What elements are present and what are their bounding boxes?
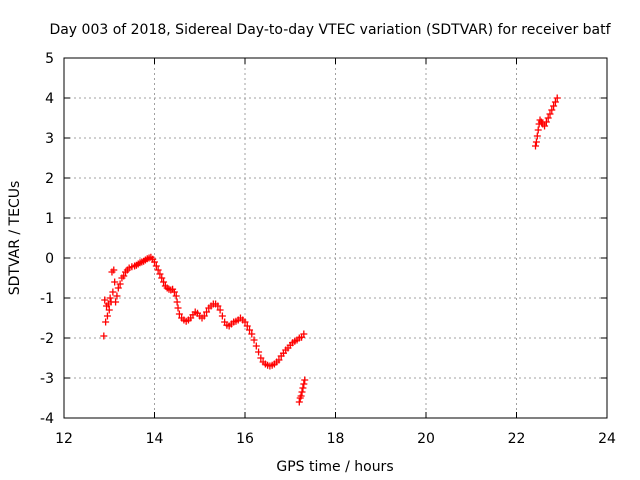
x-tick-label: 22 <box>508 431 526 447</box>
data-point <box>102 318 110 326</box>
data-point <box>551 98 559 106</box>
data-point <box>160 278 168 286</box>
data-point <box>257 354 265 362</box>
data-point <box>101 296 109 304</box>
y-tick-label: -2 <box>40 331 54 347</box>
data-point <box>106 294 114 302</box>
data-point <box>533 132 541 140</box>
data-point <box>544 114 552 122</box>
data-point <box>218 312 226 320</box>
data-point <box>103 312 111 320</box>
y-tick-label: 1 <box>45 211 54 227</box>
data-point <box>114 284 122 292</box>
y-tick-label: -3 <box>40 371 54 387</box>
data-point <box>175 310 183 318</box>
data-point <box>158 274 166 282</box>
x-tick-label: 18 <box>327 431 345 447</box>
data-point <box>241 318 249 326</box>
x-tick-label: 14 <box>146 431 164 447</box>
data-point <box>248 330 256 338</box>
y-tick-label: 4 <box>45 91 54 107</box>
data-point <box>109 288 117 296</box>
y-axis-label: SDTVAR / TECUs <box>7 181 23 296</box>
data-point <box>174 304 182 312</box>
data-point <box>110 266 118 274</box>
data-point <box>298 388 306 396</box>
data-point <box>301 376 309 384</box>
data-point <box>111 278 119 286</box>
y-tick-label: -1 <box>40 291 54 307</box>
data-point <box>300 380 308 388</box>
data-point <box>255 348 263 356</box>
y-tick-label: 3 <box>45 131 54 147</box>
data-point <box>300 330 308 338</box>
y-tick-label: -4 <box>40 411 54 427</box>
data-point <box>154 266 162 274</box>
data-points <box>100 94 561 406</box>
x-tick-label: 24 <box>598 431 616 447</box>
data-point <box>542 118 550 126</box>
data-point <box>112 298 120 306</box>
data-point <box>214 302 222 310</box>
data-point <box>295 398 303 406</box>
grid <box>64 58 607 418</box>
chart-title: Day 003 of 2018, Sidereal Day-to-day VTE… <box>49 22 611 38</box>
x-tick-label: 20 <box>417 431 435 447</box>
data-point <box>100 332 108 340</box>
data-point <box>105 306 113 314</box>
y-tick-label: 0 <box>45 251 54 267</box>
data-point <box>553 94 561 102</box>
data-point <box>532 142 540 150</box>
data-point <box>243 322 251 330</box>
data-point <box>550 102 558 110</box>
data-point <box>120 272 128 280</box>
data-point <box>534 126 542 134</box>
data-point <box>275 356 283 364</box>
x-tick-label: 12 <box>55 431 73 447</box>
x-tick-label: 16 <box>236 431 254 447</box>
data-point <box>156 270 164 278</box>
data-point <box>170 288 178 296</box>
y-tick-label: 2 <box>45 171 54 187</box>
data-point <box>250 336 258 344</box>
data-point <box>200 312 208 320</box>
data-point <box>203 308 211 316</box>
data-point <box>152 262 160 270</box>
data-point <box>532 138 540 146</box>
data-point <box>151 258 158 266</box>
data-point <box>299 384 307 392</box>
data-point <box>252 342 260 350</box>
data-point <box>541 122 549 130</box>
data-point <box>172 292 180 300</box>
data-point <box>546 110 554 118</box>
data-point <box>216 306 224 314</box>
data-point <box>548 106 556 114</box>
data-point <box>297 392 305 400</box>
y-tick-label: 5 <box>45 51 54 67</box>
data-point <box>173 298 181 306</box>
data-point <box>113 292 121 300</box>
data-point <box>116 280 124 288</box>
x-axis-label: GPS time / hours <box>276 459 393 475</box>
data-point <box>246 326 254 334</box>
